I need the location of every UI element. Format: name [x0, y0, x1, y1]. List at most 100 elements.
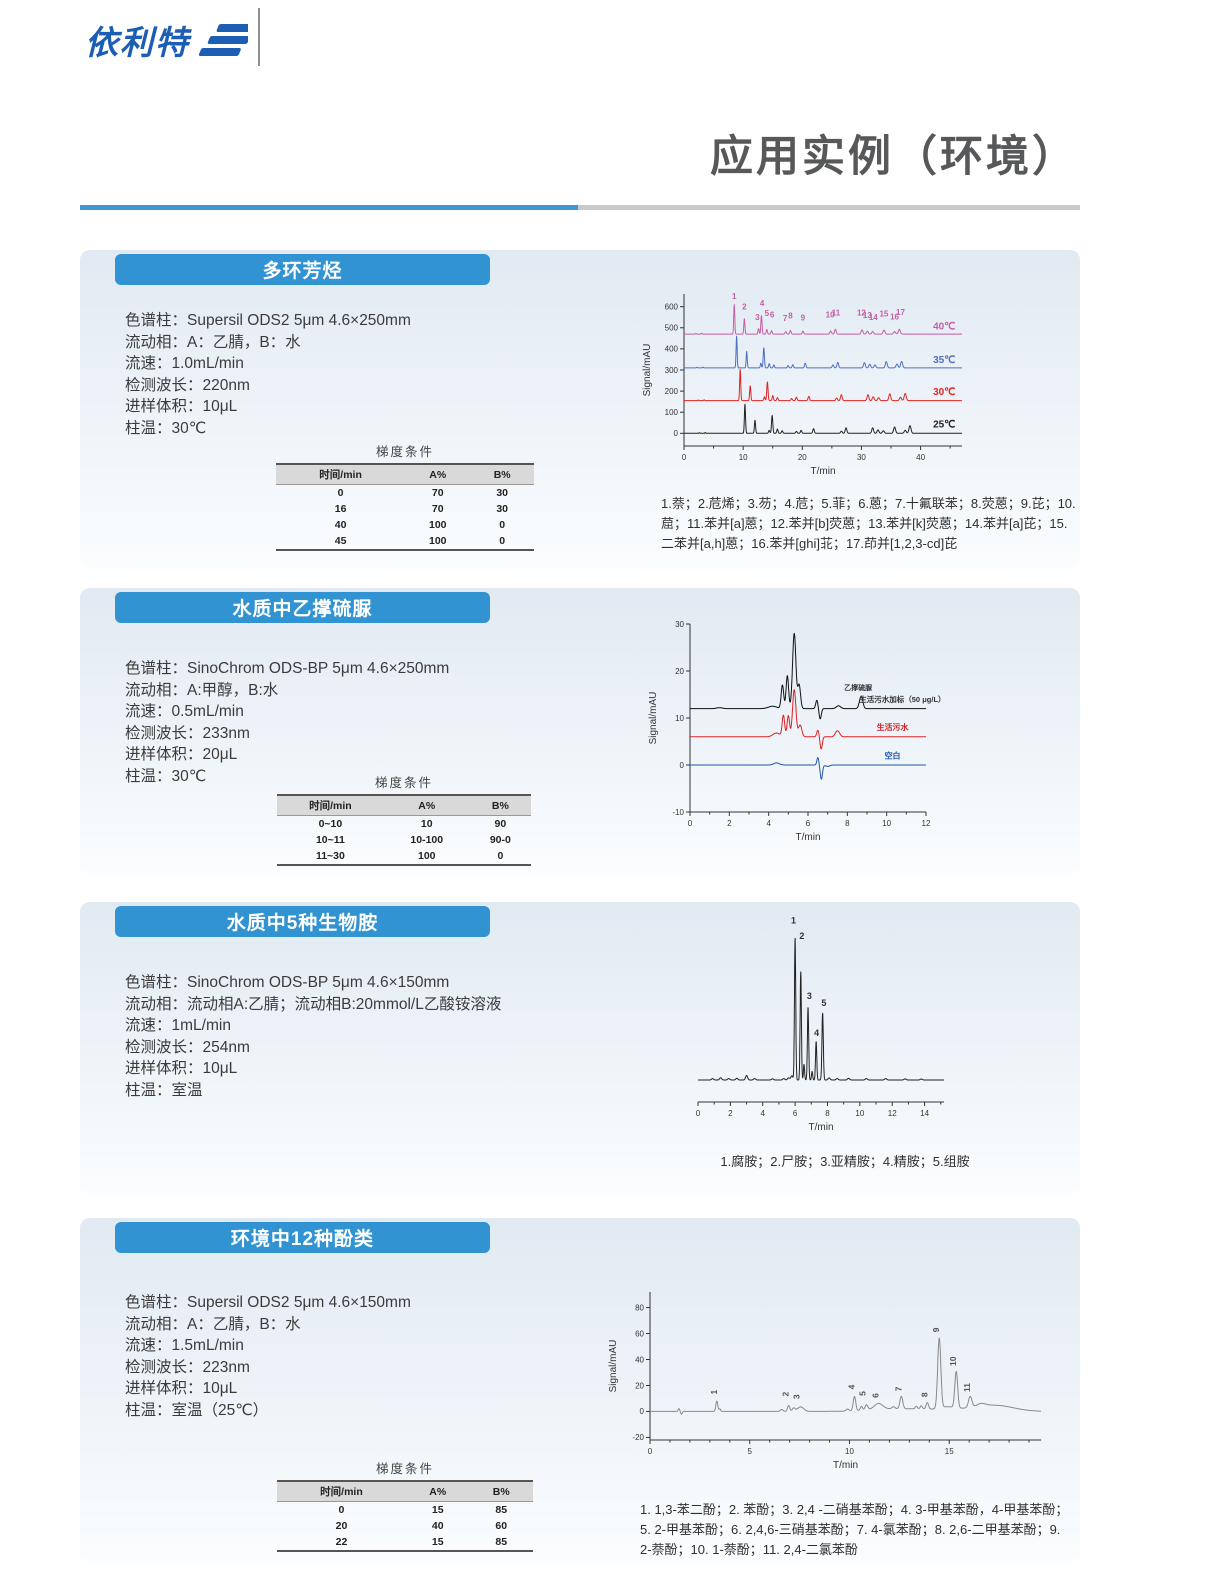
svg-text:300: 300 [665, 366, 679, 375]
table-cell: 15 [431, 1504, 444, 1516]
svg-text:T/min: T/min [796, 832, 821, 843]
svg-text:2: 2 [728, 1109, 733, 1118]
table-cell: 100 [429, 535, 447, 547]
condition-line: 进样体积：10μL [125, 1060, 238, 1077]
table-cell: 22 [335, 1536, 348, 1548]
condition-line: 色谱柱：Supersil ODS2 5μm 4.6×250mm [125, 312, 411, 329]
svg-text:0: 0 [696, 1109, 701, 1118]
svg-text:10: 10 [826, 311, 835, 320]
svg-text:4: 4 [761, 1109, 766, 1118]
table-cell: 100 [429, 519, 447, 531]
section-card-phenols: 环境中12种酚类 色谱柱：Supersil ODS2 5μm 4.6×150mm… [80, 1218, 1080, 1563]
table-cell: 0~10 [318, 818, 343, 830]
svg-text:2: 2 [781, 1392, 791, 1397]
logo-stripes-icon [198, 24, 248, 56]
svg-text:10: 10 [855, 1109, 864, 1118]
condition-line: 进样体积：10μL [125, 398, 238, 415]
condition-line: 检测波长：254nm [125, 1038, 250, 1056]
condition-line: 柱温：30℃ [125, 419, 207, 437]
svg-text:14: 14 [920, 1109, 929, 1118]
svg-text:8: 8 [825, 1109, 830, 1118]
table-cell: 40 [334, 519, 347, 531]
table-cell: 10-100 [410, 834, 444, 846]
gradient-table-grid: 时间/min A% B% 0 70 30 16 70 30 40 100 0 45 100 0 [276, 463, 534, 551]
condition-line: 进样体积：20μL [125, 746, 238, 763]
condition-line: 检测波长：223nm [125, 1358, 250, 1376]
svg-text:10: 10 [675, 714, 684, 723]
table-cell: 20 [335, 1520, 348, 1532]
section-header-badge: 环境中12种酚类 [115, 1222, 490, 1253]
svg-text:9: 9 [931, 1327, 941, 1332]
svg-text:Signal/mAU: Signal/mAU [608, 1340, 619, 1393]
section-card-etu: 水质中乙撑硫脲 色谱柱：SinoChrom ODS-BP 5μm 4.6×250… [80, 588, 1080, 875]
table-cell: 70 [431, 503, 444, 515]
svg-text:0: 0 [648, 1447, 653, 1456]
svg-text:生活污水: 生活污水 [877, 722, 910, 732]
svg-text:Signal/mAU: Signal/mAU [648, 692, 659, 745]
svg-text:-20: -20 [632, 1433, 644, 1442]
title-underline [80, 205, 1080, 210]
svg-text:30: 30 [857, 453, 866, 462]
peak-caption: 1.萘；2.苊烯；3.芴；4.苊；5.菲；6.蒽；7.十氟联苯；8.荧蒽；9.芘… [661, 496, 1076, 552]
svg-text:3: 3 [807, 991, 812, 1001]
svg-text:0: 0 [682, 453, 687, 462]
svg-text:10: 10 [739, 453, 748, 462]
table-header-cell: 时间/min [309, 800, 352, 812]
svg-text:6: 6 [770, 311, 775, 320]
table-row: 16 70 30 [276, 501, 534, 517]
svg-text:4: 4 [814, 1028, 819, 1038]
gradient-table-title: 梯度条件 [374, 775, 433, 790]
condition-line: 检测波长：233nm [125, 724, 250, 742]
table-cell: 60 [495, 1520, 508, 1532]
svg-text:10: 10 [845, 1447, 854, 1456]
peak-caption: 1.腐胺；2.尸胺；3.亚精胺；4.精胺；5.组胺 [720, 1154, 970, 1169]
svg-text:5: 5 [765, 309, 770, 318]
table-cell: 16 [334, 503, 347, 515]
svg-text:生活污水加标（50 μg/L）: 生活污水加标（50 μg/L） [859, 694, 945, 704]
table-header-cell: A% [418, 799, 436, 812]
svg-text:1: 1 [732, 292, 737, 301]
svg-text:10: 10 [948, 1356, 958, 1366]
svg-text:2: 2 [727, 819, 732, 828]
svg-text:12: 12 [922, 819, 931, 828]
table-cell: 0 [338, 1504, 345, 1516]
svg-text:30: 30 [675, 620, 684, 629]
table-cell: 45 [334, 535, 347, 547]
table-row: 22 15 85 [277, 1534, 533, 1551]
table-header-cell: 时间/min [320, 1486, 363, 1498]
svg-text:12: 12 [857, 309, 866, 318]
svg-text:T/min: T/min [833, 1460, 858, 1471]
table-cell: 30 [496, 487, 509, 499]
section-header-badge: 多环芳烃 [115, 254, 490, 285]
condition-line: 检测波长：220nm [125, 376, 250, 394]
svg-text:20: 20 [635, 1381, 644, 1390]
table-header-cell: A% [429, 468, 447, 481]
svg-text:0: 0 [688, 819, 693, 828]
table-cell: 30 [496, 503, 509, 515]
section-header-badge: 水质中5种生物胺 [115, 906, 490, 937]
table-row: 11~30 100 0 [277, 848, 531, 865]
table-header-cell: 时间/min [319, 469, 362, 481]
conditions-block: 色谱柱：Supersil ODS2 5μm 4.6×150mm 流动相：A：乙腈… [125, 1292, 411, 1421]
svg-text:15: 15 [879, 309, 888, 318]
gradient-table-title: 梯度条件 [375, 444, 434, 459]
svg-text:40: 40 [916, 453, 925, 462]
table-cell: 100 [417, 850, 436, 862]
table-cell: 90-0 [489, 834, 511, 846]
table-cell: 15 [431, 1536, 444, 1548]
brand-logo: 依利特 [85, 16, 248, 64]
svg-text:400: 400 [665, 345, 679, 354]
svg-text:40: 40 [635, 1355, 644, 1364]
svg-text:T/min: T/min [811, 466, 836, 477]
svg-text:30℃: 30℃ [933, 387, 955, 398]
svg-text:12: 12 [888, 1109, 897, 1118]
svg-text:6: 6 [806, 819, 811, 828]
svg-text:5: 5 [748, 1447, 753, 1456]
svg-text:7: 7 [783, 314, 788, 323]
svg-text:60: 60 [635, 1329, 644, 1338]
gradient-table-title: 梯度条件 [375, 1461, 434, 1476]
table-cell: 0 [499, 519, 506, 531]
table-cell: 0 [497, 850, 504, 862]
table-cell: 10~11 [315, 834, 345, 846]
